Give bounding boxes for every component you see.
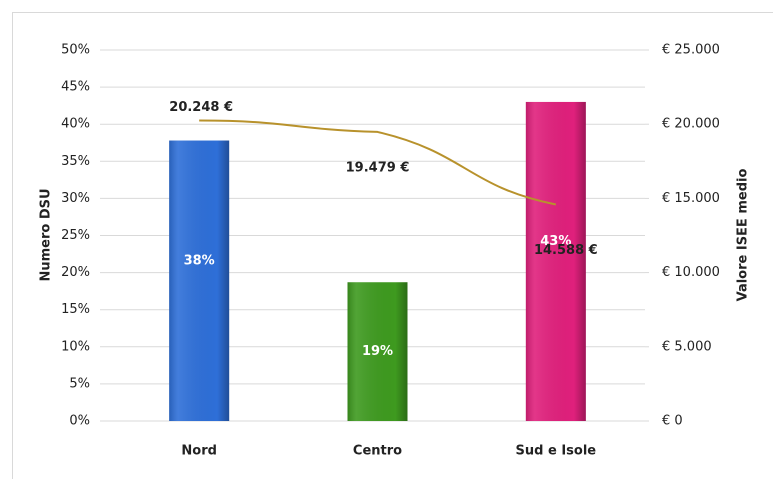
x-tick-label: Sud e Isole [516, 444, 597, 459]
y-tick-label: 20% [61, 265, 90, 280]
y-tick-label: 45% [61, 80, 90, 95]
y-tick-label: 35% [61, 154, 90, 169]
x-tick-label: Nord [181, 444, 217, 459]
y2-axis-title: Valore ISEE medio [736, 169, 751, 302]
line-value-label: 14.588 € [534, 243, 598, 258]
y2-tick-label: € 20.000 [662, 117, 720, 132]
bar-value-label: 43% [540, 234, 571, 249]
bar-value-label: 19% [362, 344, 393, 359]
x-tick-label: Centro [353, 444, 402, 459]
chart-border [12, 12, 773, 479]
y2-tick-label: € 10.000 [662, 265, 720, 280]
y-tick-label: 0% [69, 414, 90, 429]
y2-tick-label: € 25.000 [662, 43, 720, 58]
line [199, 119, 557, 206]
y-tick-label: 10% [61, 339, 90, 354]
y2-tick-label: € 15.000 [662, 191, 720, 206]
y-tick-label: 15% [61, 302, 90, 317]
bar-shade [525, 101, 586, 421]
y-tick-label: 5% [69, 376, 90, 391]
y-tick-label: 25% [61, 228, 90, 243]
y-axis-title: Numero DSU [39, 188, 54, 281]
bar-shade [347, 282, 408, 421]
bar-shade [169, 140, 230, 422]
bar-value-label: 38% [184, 253, 215, 268]
line-value-label: 20.248 € [169, 100, 233, 115]
y-tick-label: 50% [61, 43, 90, 58]
y-tick-label: 40% [61, 117, 90, 132]
line-value-label: 19.479 € [346, 160, 410, 175]
y2-tick-label: € 5.000 [662, 339, 712, 354]
y-tick-label: 30% [61, 191, 90, 206]
y2-tick-label: € 0 [662, 414, 683, 429]
